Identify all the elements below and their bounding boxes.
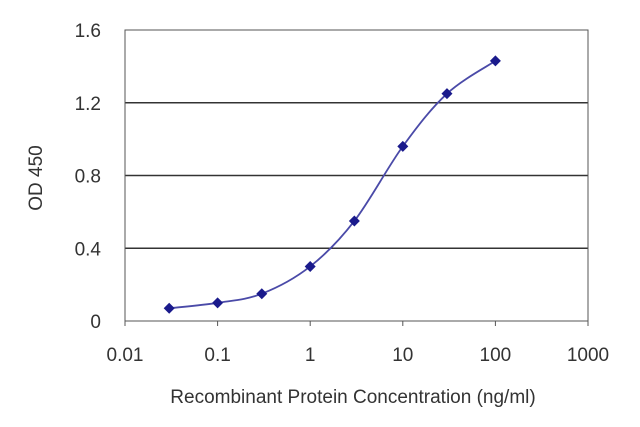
- x-axis-ticks: [124, 321, 589, 326]
- data-point: [489, 55, 501, 67]
- x-axis-tick-labels: 0.01 0.1 1 10 100 1000: [107, 345, 610, 366]
- data-point: [397, 140, 409, 152]
- x-tick-label: 100: [480, 345, 512, 366]
- y-tick-label: 0: [90, 312, 101, 333]
- y-axis-tick-labels: 0 0.4 0.8 1.2 1.6: [75, 21, 102, 333]
- x-tick-label: 1000: [567, 345, 609, 366]
- data-point: [163, 302, 175, 314]
- data-markers: [163, 55, 501, 314]
- x-tick-label: 10: [392, 345, 413, 366]
- plot-area-frame: [124, 29, 589, 322]
- x-tick-label: 1: [305, 345, 316, 366]
- x-tick-label: 0.01: [107, 345, 144, 366]
- y-tick-label: 0.4: [75, 239, 102, 260]
- grid-lines: [125, 102, 588, 249]
- series-line: [169, 60, 496, 310]
- data-point: [304, 260, 316, 272]
- data-point: [256, 288, 268, 300]
- y-axis-title: OD 450: [26, 145, 47, 210]
- y-tick-label: 0.8: [75, 167, 101, 188]
- x-tick-label: 0.1: [204, 345, 230, 366]
- data-point: [348, 215, 360, 227]
- data-point: [441, 88, 453, 100]
- x-axis-title: Recombinant Protein Concentration (ng/ml…: [170, 387, 535, 408]
- y-tick-label: 1.2: [75, 94, 101, 115]
- data-point: [212, 297, 224, 309]
- y-tick-label: 1.6: [75, 21, 101, 42]
